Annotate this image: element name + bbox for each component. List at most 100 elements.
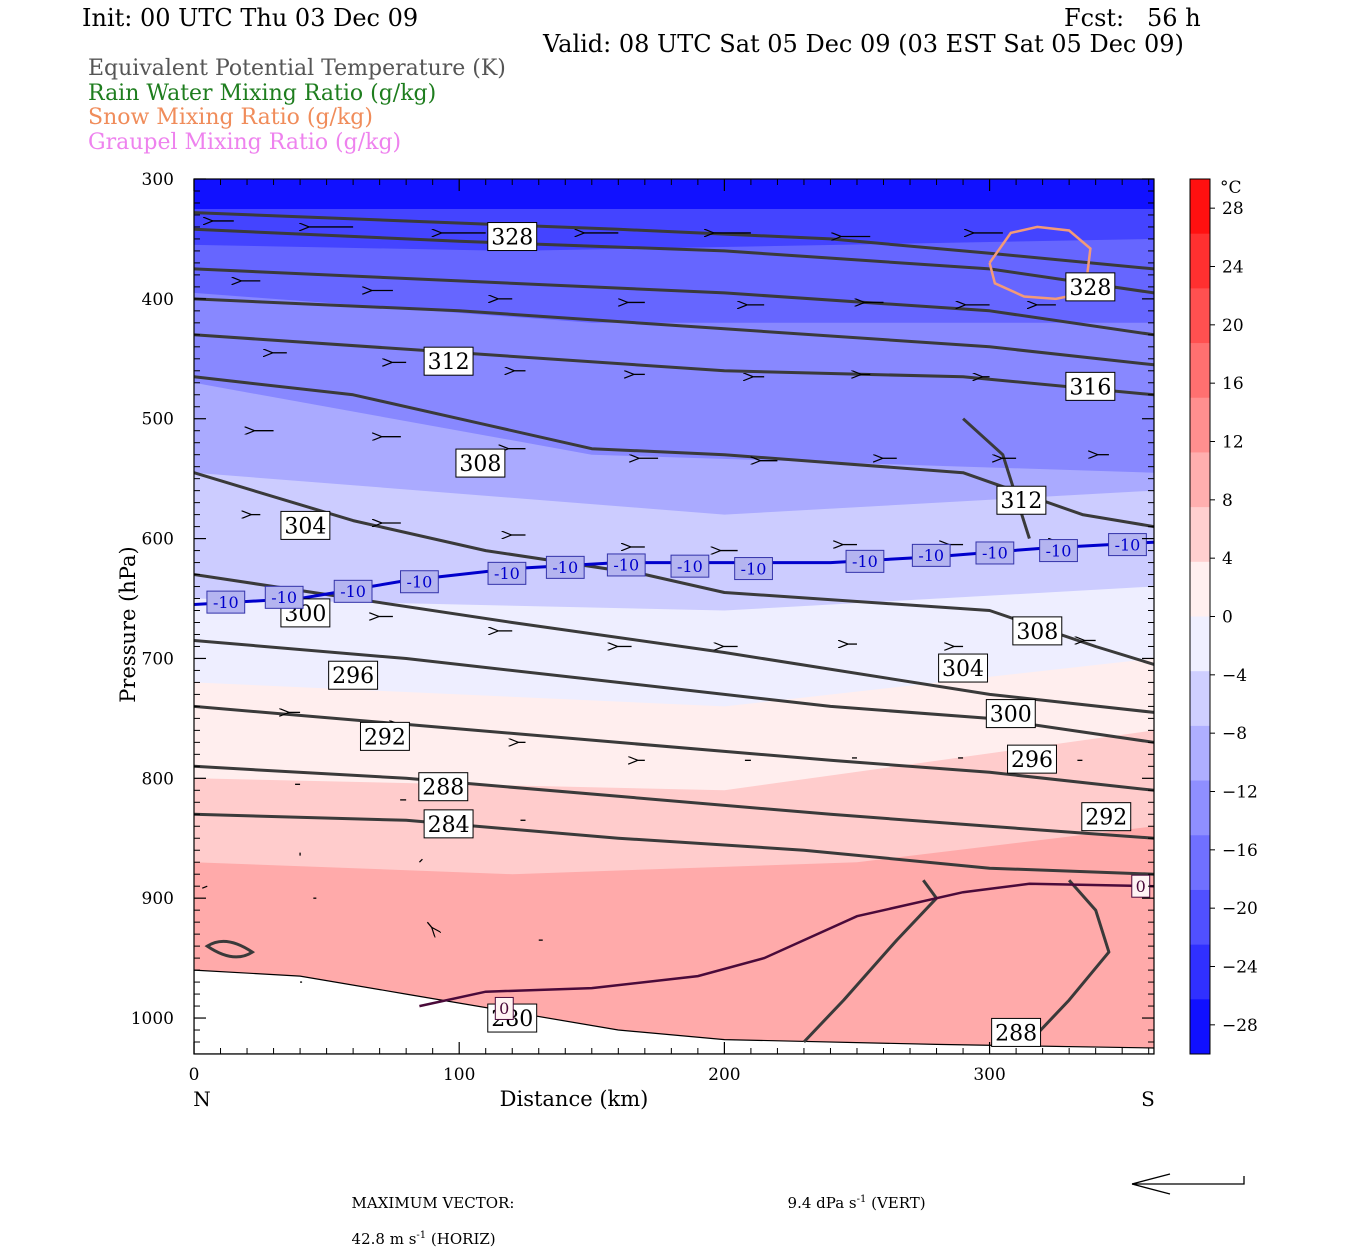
legend-field: Snow Mixing Ratio (g/kg): [88, 105, 373, 130]
terrain-surface: [194, 969, 1154, 1054]
colorbar-swatch: [1190, 179, 1210, 235]
label-text: 328: [491, 225, 533, 250]
label-box: [418, 772, 469, 802]
label-text: -10: [340, 582, 366, 601]
colorbar-swatch: [1190, 452, 1210, 508]
label-box: [328, 660, 379, 690]
label-box: [359, 721, 410, 751]
colorbar-tick-label: −4: [1222, 666, 1247, 686]
label-text: -10: [271, 588, 297, 607]
colorbar-tick-label: 24: [1222, 258, 1244, 278]
theta-e-label: 284: [423, 809, 474, 839]
label-text: -10: [613, 556, 639, 575]
legend-field: Equivalent Potential Temperature (K): [88, 56, 506, 81]
theta-e-label: 296: [1007, 744, 1057, 774]
theta-e-line: [194, 333, 1154, 397]
snow-mixing-contour: [988, 225, 1092, 301]
theta-e-line: [802, 879, 938, 1044]
colorbar-tick-label: 28: [1222, 199, 1244, 219]
label-text: 316: [1069, 375, 1111, 400]
colorbar-tick-label: 12: [1222, 433, 1244, 453]
theta-e-label: 312: [996, 485, 1047, 515]
y-tick-label: 900: [142, 889, 174, 909]
theta-e-label: 308: [1012, 616, 1063, 646]
colorbar-swatch: [1190, 616, 1210, 672]
colorbar-swatch: [1190, 671, 1210, 727]
x-axis-label: Distance (km): [500, 1087, 649, 1111]
vert-vector-value: 9.4 dPa s: [787, 1194, 857, 1212]
theta-e-label: 312: [423, 346, 474, 376]
label-text: 300: [990, 703, 1032, 728]
colorbar-tick-label: 16: [1222, 374, 1244, 394]
horiz-unit: (HORIZ): [426, 1230, 496, 1248]
colorbar-swatch: [1190, 944, 1210, 1000]
theta-e-label: 328: [487, 222, 538, 252]
label-text: 328: [1069, 276, 1111, 301]
colorbar-swatch: [1190, 397, 1210, 453]
label-box: [1012, 616, 1063, 646]
isotherm-minus10-label: -10: [975, 541, 1015, 565]
label-text: 0: [499, 999, 509, 1018]
wind-vectors: [202, 221, 1109, 983]
label-box: [734, 557, 773, 581]
x-tick-label: 100: [443, 1065, 475, 1085]
label-box: [670, 554, 710, 578]
wind-vector: [426, 921, 432, 928]
vert-unit: (VERT): [866, 1194, 926, 1212]
isotherm-zero-line: [419, 882, 1154, 1008]
isotherm-zero-label: 0: [1131, 874, 1151, 898]
colorbar-swatch: [1190, 288, 1210, 344]
label-text: -10: [982, 544, 1008, 563]
reference-vector-arrow: [1131, 1173, 1245, 1195]
isotherm-minus10-label: -10: [545, 555, 585, 579]
isotherm-minus10-label: -10: [1108, 533, 1147, 557]
isotherm-minus10-label: -10: [400, 570, 439, 594]
isotherm-minus10-label: -10: [333, 579, 373, 603]
label-text: -10: [1046, 541, 1072, 560]
theta-e-line: [194, 267, 1154, 337]
contour-labels: 3283283163123083123043003083042963002922…: [206, 222, 1151, 1047]
theta-e-label: 304: [938, 653, 989, 683]
forecast-hour: Fcst: 56 h: [1064, 4, 1201, 32]
label-box: [423, 809, 474, 839]
colorbar-swatch: [1190, 725, 1210, 782]
terrain: [194, 969, 1154, 1054]
colorbar-unit: °C: [1220, 178, 1242, 198]
colorbar-tick-label: −28: [1222, 1016, 1258, 1036]
x-end-label-left: N: [193, 1087, 211, 1111]
colorbar-swatch: [1190, 999, 1210, 1055]
y-tick-label: 800: [142, 769, 174, 789]
colorbar-tick-label: −8: [1222, 724, 1247, 744]
label-box: [280, 510, 331, 540]
legend-field: Rain Water Mixing Ratio (g/kg): [88, 80, 437, 106]
snow-contour: [988, 225, 1092, 301]
temp-band: [194, 826, 1154, 1054]
label-box: [606, 553, 646, 577]
theta-e-line: [204, 939, 256, 959]
init-time: Init: 00 UTC Thu 03 Dec 09: [82, 4, 419, 32]
isotherm-minus10-label: -10: [487, 561, 527, 585]
axes: 300 400 500 600 700 800 900 1000 0 100 200 300 Dista…: [116, 170, 1155, 1111]
wind-vector: [418, 858, 423, 863]
label-text: -10: [852, 552, 878, 571]
isotherm-minus10-label: -10: [1039, 539, 1078, 563]
theta-e-label: 288: [418, 772, 469, 802]
colorbar-swatch: [1190, 561, 1210, 617]
theta-e-line: [194, 704, 1154, 792]
theta-e-line: [194, 297, 1154, 367]
vert-vector-legend: 9.4 dPa s-1 (VERT): [778, 1176, 926, 1212]
label-box: [400, 570, 439, 594]
x-end-label-right: S: [1141, 1087, 1155, 1111]
label-box: [845, 549, 885, 573]
label-box: [938, 653, 989, 683]
theta-e-label: 316: [1065, 371, 1116, 401]
isotherm-minus10-label: -10: [911, 543, 951, 567]
theta-e-line: [194, 812, 1154, 876]
label-text: -10: [407, 572, 433, 591]
label-box: [333, 579, 373, 603]
label-text: 292: [1085, 806, 1127, 831]
label-box: [455, 448, 506, 478]
colorbar-swatch: [1190, 233, 1210, 289]
colorbar-tick-label: 8: [1222, 491, 1233, 511]
label-text: -10: [494, 564, 520, 583]
